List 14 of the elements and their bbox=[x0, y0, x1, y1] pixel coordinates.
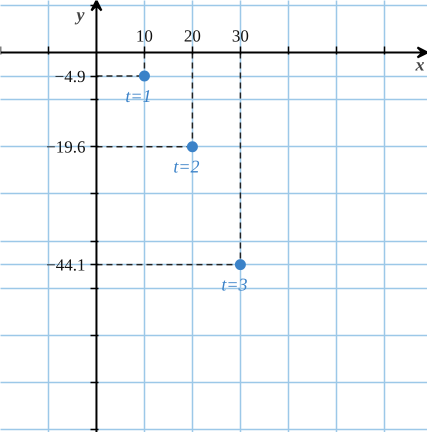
y-tick-label: −19.6 bbox=[46, 138, 86, 157]
y-tick-label: −4.9 bbox=[54, 67, 86, 86]
annotation: t=1 bbox=[125, 86, 152, 106]
x-tick-label: 10 bbox=[136, 26, 153, 46]
x-tick-label: 30 bbox=[232, 26, 249, 46]
y-tick-label: −44.1 bbox=[46, 256, 86, 275]
point bbox=[186, 141, 198, 152]
point bbox=[138, 70, 150, 82]
x-tick-label: 20 bbox=[184, 26, 201, 46]
x-axis-title: x bbox=[414, 54, 424, 74]
point bbox=[234, 259, 246, 270]
annotation: t=3 bbox=[221, 274, 248, 295]
y-axis-title: y bbox=[74, 4, 86, 24]
annotation: t=2 bbox=[173, 156, 200, 177]
